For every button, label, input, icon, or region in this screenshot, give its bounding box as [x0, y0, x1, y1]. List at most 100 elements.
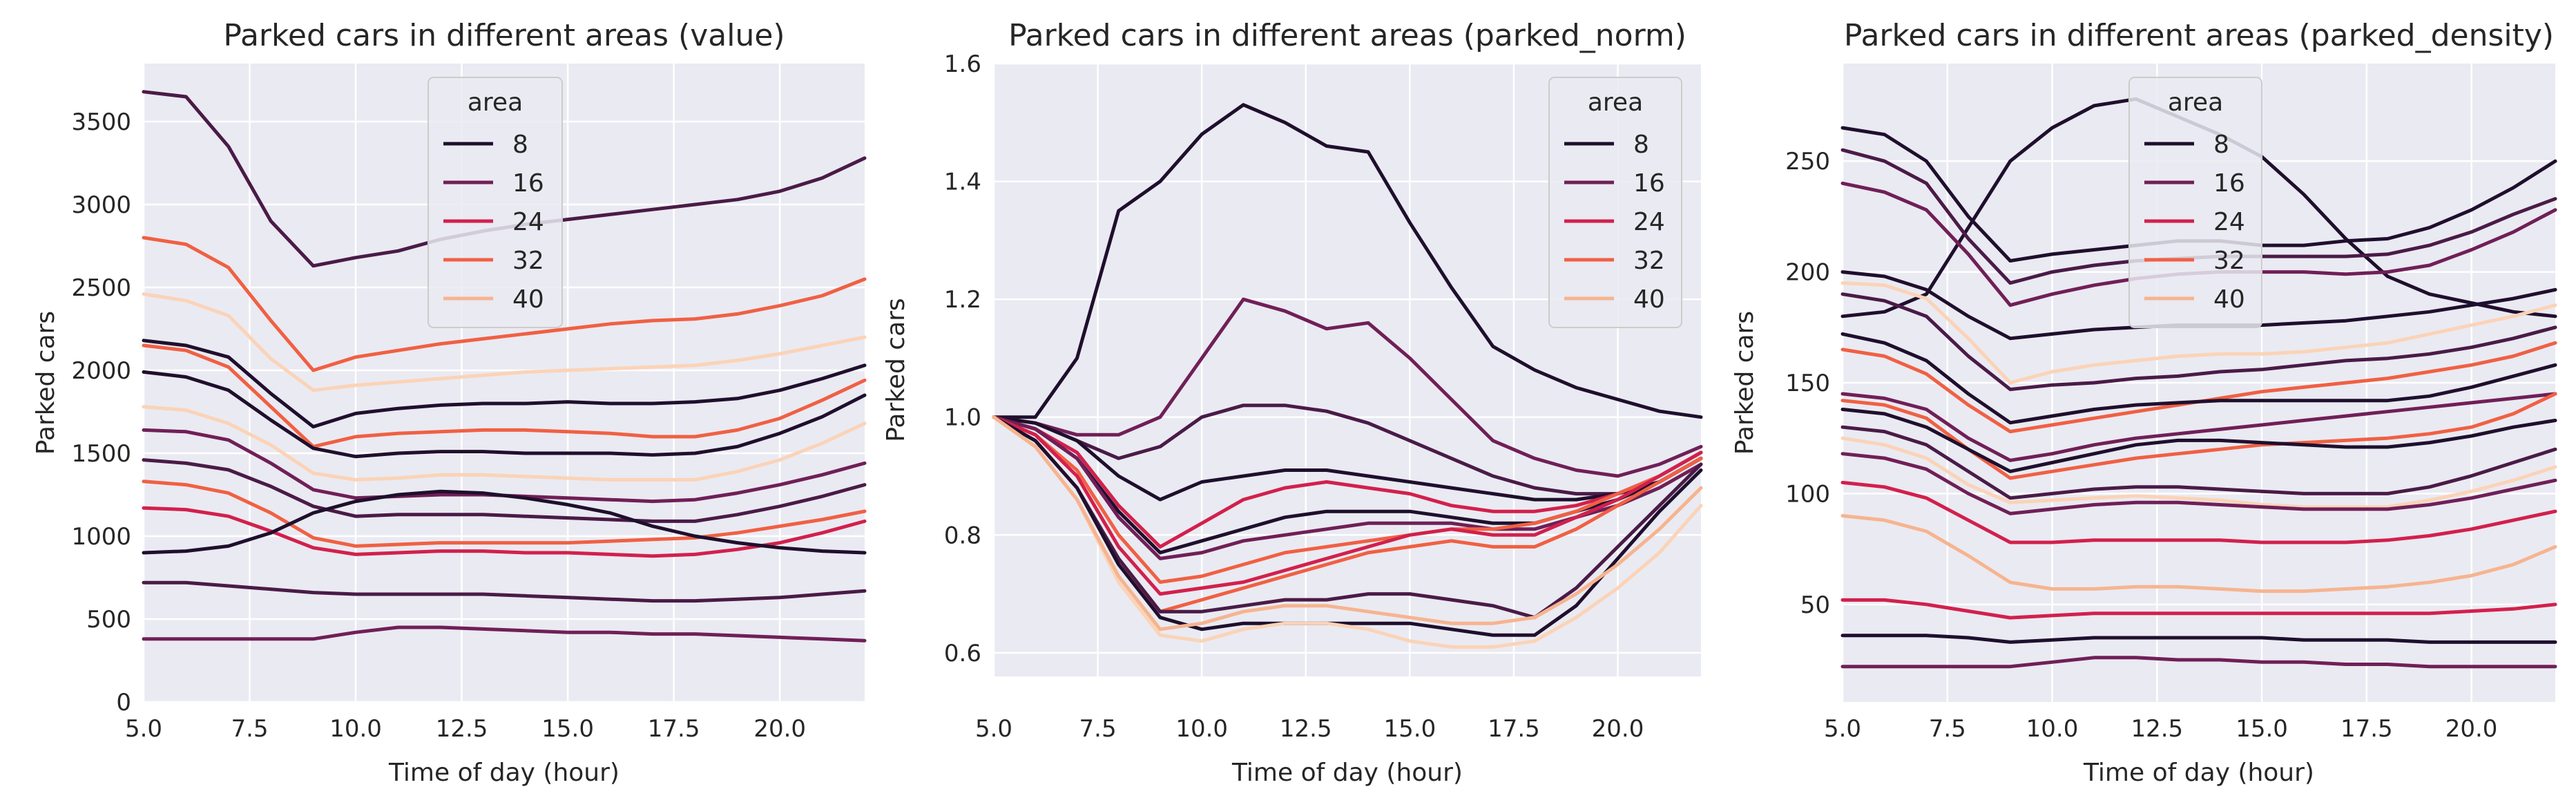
x-tick-label: 7.5: [1079, 715, 1117, 743]
legend-label: 40: [2213, 285, 2245, 314]
y-tick-label: 50: [1800, 591, 1830, 619]
series-line: [142, 580, 867, 603]
y-tick-label: 0: [116, 689, 131, 716]
y-tick-label: 200: [1785, 259, 1830, 287]
legend-label: 8: [2213, 131, 2229, 159]
chart-title: Parked cars in different areas (parked_n…: [1008, 18, 1686, 53]
x-tick-label: 15.0: [541, 715, 594, 743]
series-line: [142, 506, 867, 558]
x-tick-label: 17.5: [1488, 715, 1540, 743]
y-axis-label: Parked cars: [1731, 311, 1759, 455]
series-line: [992, 415, 1703, 632]
y-tick-label: 1000: [71, 523, 131, 551]
x-tick-label: 17.5: [2340, 715, 2393, 743]
x-tick-label: 5.0: [1824, 715, 1861, 743]
legend-label: 40: [512, 285, 544, 314]
x-tick-labels: 5.0 7.5 10.0 12.5 15.0 17.5 20.0: [125, 715, 806, 743]
y-tick-label: 3000: [71, 191, 131, 219]
series-line: [142, 480, 867, 548]
x-tick-label: 20.0: [753, 715, 806, 743]
series-line: [992, 415, 1703, 637]
y-tick-label: 1500: [71, 440, 131, 468]
x-tick-label: 10.0: [329, 715, 382, 743]
series-line: [142, 343, 867, 448]
y-tick-labels: 50 100 150 200 250: [1785, 148, 1830, 619]
series-line: [1840, 634, 2557, 644]
series-line: [1840, 332, 2557, 425]
series-line: [1840, 598, 2557, 620]
legend-label: 40: [1633, 285, 1665, 314]
x-tick-label: 12.5: [2131, 715, 2183, 743]
legend-label: 16: [1633, 169, 1665, 198]
series-line: [1840, 656, 2557, 669]
x-tick-label: 15.0: [2236, 715, 2288, 743]
y-tick-label: 2500: [71, 274, 131, 302]
series-line: [992, 415, 1703, 502]
series-lines: [1840, 97, 2557, 669]
series-line: [1840, 425, 2557, 500]
x-axis-label: Time of day (hour): [2083, 759, 2314, 787]
series-line: [1840, 408, 2557, 473]
legend-entries: 8 16 24 32 40: [443, 131, 544, 314]
y-tick-label: 250: [1785, 148, 1830, 175]
x-tick-label: 10.0: [2026, 715, 2079, 743]
legend-entries: 8 16 24 32 40: [1564, 131, 1665, 314]
x-tick-label: 5.0: [975, 715, 1012, 743]
chart-panel-value: 5.0 7.5 10.0 12.5 15.0 17.5 20.0 0 500 1000 1500 2…: [32, 18, 867, 787]
series-line: [142, 339, 867, 429]
series-line: [992, 415, 1703, 620]
legend: area 8 16 24 32 40: [427, 77, 563, 328]
y-tick-label: 500: [86, 606, 131, 634]
y-tick-label: 100: [1785, 480, 1830, 508]
series-line: [142, 292, 867, 392]
legend-box: [2128, 77, 2262, 328]
legend-title: area: [2168, 88, 2223, 117]
y-axis-label: Parked cars: [882, 298, 910, 442]
x-axis-label: Time of day (hour): [1231, 759, 1463, 787]
series-line: [1840, 436, 2557, 509]
series-line: [142, 489, 867, 555]
legend-label: 32: [512, 247, 544, 275]
chart-panel-parked-norm: 5.0 7.5 10.0 12.5 15.0 17.5 20.0 0.6 0.8 1.0 1.2 1…: [882, 18, 1703, 787]
legend: area 8 16 24 32 40: [1548, 77, 1682, 328]
x-tick-labels: 5.0 7.5 10.0 12.5 15.0 17.5 20.0: [975, 715, 1644, 743]
legend-title: area: [468, 88, 523, 117]
series-line: [142, 236, 867, 372]
legend-box: [427, 77, 563, 328]
y-tick-labels: 0 500 1000 1500 2000 2500 3000 3500: [71, 108, 131, 716]
series-line: [1840, 292, 2557, 392]
series-line: [1840, 514, 2557, 594]
y-tick-label: 2000: [71, 357, 131, 385]
x-tick-label: 10.0: [1175, 715, 1228, 743]
legend-label: 32: [1633, 247, 1665, 275]
legend-entries: 8 16 24 32 40: [2144, 131, 2245, 314]
series-line: [1840, 392, 2557, 462]
series-line: [992, 103, 1703, 419]
y-tick-label: 1.2: [944, 286, 981, 314]
legend-label: 16: [2213, 169, 2245, 198]
legend-box: [1548, 77, 1682, 328]
y-tick-labels: 0.6 0.8 1.0 1.2 1.4 1.6: [944, 50, 981, 667]
series-line: [992, 297, 1703, 478]
legend-label: 24: [512, 208, 544, 236]
y-tick-label: 0.8: [944, 522, 981, 549]
x-tick-label: 20.0: [1592, 715, 1644, 743]
series-line: [1840, 480, 2557, 544]
x-tick-label: 7.5: [1929, 715, 1966, 743]
x-tick-label: 12.5: [436, 715, 488, 743]
y-tick-label: 3500: [71, 108, 131, 136]
chart-title: Parked cars in different areas (parked_d…: [1844, 18, 2554, 53]
y-tick-label: 0.6: [944, 640, 981, 667]
legend-title: area: [1588, 88, 1643, 117]
series-line: [992, 415, 1703, 596]
x-tick-labels: 5.0 7.5 10.0 12.5 15.0 17.5 20.0: [1824, 715, 2497, 743]
legend-label: 8: [1633, 131, 1649, 159]
y-tick-label: 1.6: [944, 50, 981, 78]
x-axis-label: Time of day (hour): [388, 759, 619, 787]
series-line: [992, 415, 1703, 584]
x-tick-label: 17.5: [648, 715, 700, 743]
series-line: [1840, 452, 2557, 515]
legend-label: 8: [512, 131, 528, 159]
y-tick-label: 1.0: [944, 404, 981, 432]
